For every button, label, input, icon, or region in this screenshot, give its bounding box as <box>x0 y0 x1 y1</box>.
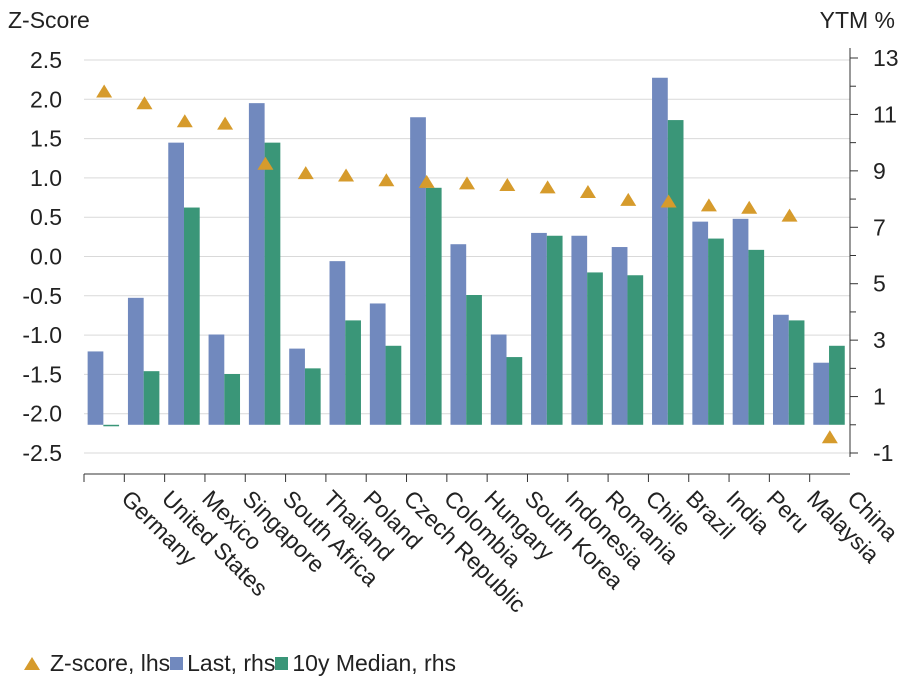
bar-last <box>531 232 547 425</box>
z-score-marker <box>297 166 314 180</box>
z-score-marker <box>176 114 193 128</box>
bar-last <box>732 218 749 425</box>
bar-median <box>425 187 442 425</box>
z-score-marker <box>418 174 435 188</box>
y-axis-right-title: YTM % <box>820 7 895 33</box>
y-right-tick-label: 7 <box>873 214 886 240</box>
z-score-marker <box>338 168 355 182</box>
z-score-marker <box>579 185 596 199</box>
square-icon <box>170 657 184 670</box>
axes <box>83 48 858 482</box>
z-score-marker <box>620 192 637 206</box>
bar-last <box>813 362 830 425</box>
bar-median <box>708 238 724 425</box>
category-label: Peru <box>762 485 815 538</box>
bar-last <box>410 117 426 425</box>
y-left-tick-label: -2.5 <box>22 440 62 466</box>
bar-last <box>127 297 144 425</box>
z-score-marker <box>700 198 717 212</box>
legend: Z-score, lhs Last, rhs 10y Median, rhs <box>24 650 456 677</box>
bar-median <box>385 345 402 425</box>
y-left-tick-label: -1.0 <box>22 322 62 348</box>
bar-median <box>748 249 765 425</box>
y-left-tick-label: -1.5 <box>22 361 62 387</box>
y-left-tick-label: 2.5 <box>30 47 62 73</box>
y-left-tick-label: 1.0 <box>30 165 62 191</box>
bar-median <box>466 295 482 425</box>
legend-label-last: Last, rhs <box>187 650 276 676</box>
bar-last <box>289 348 305 425</box>
legend-item-median: 10y Median, rhs <box>275 650 456 677</box>
bar-last <box>490 334 507 425</box>
z-score-marker <box>459 176 475 190</box>
bar-median <box>788 320 805 425</box>
bar-last <box>329 261 346 425</box>
bar-last <box>611 247 628 425</box>
y-left-tick-label: -0.5 <box>22 283 62 309</box>
bar-median <box>264 142 281 425</box>
y-right-tick-label: 1 <box>873 384 886 410</box>
y-right-tick-label: 3 <box>873 327 886 353</box>
y-right-tick-label: 5 <box>873 271 886 297</box>
y-left-tick-label: 1.5 <box>30 126 62 152</box>
z-score-marker <box>781 208 798 222</box>
legend-label-median: 10y Median, rhs <box>292 650 456 676</box>
z-score-marker <box>378 173 395 187</box>
legend-item-zscore: Z-score, lhs <box>24 650 170 677</box>
bar-last <box>772 314 789 425</box>
z-score-markers <box>96 84 838 444</box>
y-left-tick-label: 2.0 <box>30 86 62 112</box>
bar-median <box>829 345 845 425</box>
z-score-marker <box>257 156 274 170</box>
bar-median <box>345 320 361 425</box>
bar-median <box>506 357 523 425</box>
z-score-marker <box>96 84 113 98</box>
tick-labels: 2.52.01.51.00.50.0-0.5-1.0-1.5-2.0-2.513… <box>22 45 898 466</box>
y-right-tick-label: -1 <box>873 440 893 466</box>
bar-median <box>143 371 160 425</box>
bar-last <box>208 334 225 425</box>
y-right-tick-label: 13 <box>873 45 899 71</box>
bar-median <box>304 368 321 425</box>
z-score-marker <box>741 200 758 214</box>
z-score-marker <box>539 180 556 194</box>
bar-last <box>450 244 467 425</box>
bar-median <box>667 120 684 425</box>
bar-median <box>546 235 563 425</box>
z-score-marker <box>821 430 838 444</box>
z-score-marker <box>136 96 153 110</box>
z-score-marker <box>217 116 234 130</box>
bar-last <box>571 235 588 425</box>
y-left-tick-label: 0.5 <box>30 204 62 230</box>
y-left-tick-label: -2.0 <box>22 401 62 427</box>
legend-item-last: Last, rhs <box>170 650 275 677</box>
bar-last <box>248 103 265 425</box>
z-score-marker <box>660 194 677 208</box>
bar-last <box>168 142 184 425</box>
triangle-icon <box>24 657 40 670</box>
bar-last <box>369 303 386 425</box>
square-icon <box>275 657 289 670</box>
y-left-tick-label: 0.0 <box>30 244 62 270</box>
y-right-tick-label: 9 <box>873 158 886 184</box>
y-axis-left-title: Z-Score <box>8 7 90 33</box>
z-score-marker <box>499 177 516 191</box>
bar-median <box>587 272 603 425</box>
legend-label-zscore: Z-score, lhs <box>50 650 171 676</box>
bar-last <box>87 351 104 425</box>
y-right-tick-label: 11 <box>873 101 897 127</box>
bar-last <box>652 77 668 425</box>
bar-median <box>627 275 644 425</box>
bar-median <box>183 207 200 425</box>
bar-median <box>103 424 120 427</box>
bar-median <box>224 374 241 425</box>
bar-last <box>692 221 709 425</box>
bars <box>87 77 845 427</box>
